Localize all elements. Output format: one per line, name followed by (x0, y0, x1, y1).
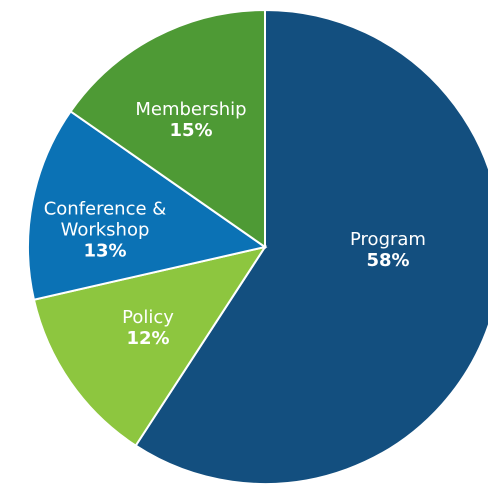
value-label: 15% (169, 120, 213, 141)
category-label: Policy (122, 307, 174, 328)
pie-slice (69, 8, 266, 249)
category-label: Membership (135, 99, 247, 120)
category-label: Program (350, 229, 426, 250)
pie-slice (134, 8, 488, 485)
pie-slice (32, 245, 268, 448)
slice-label: Membership 15% (116, 99, 266, 141)
pie-slice (27, 110, 268, 301)
value-label: 13% (83, 240, 127, 262)
slice-label: Program 58% (328, 229, 448, 271)
slice-label: Policy 12% (88, 307, 208, 349)
slice-label: Conference & Workshop 13% (30, 199, 180, 262)
value-label: 58% (366, 250, 410, 271)
category-label: Conference & Workshop (43, 198, 167, 241)
value-label: 12% (126, 328, 170, 349)
